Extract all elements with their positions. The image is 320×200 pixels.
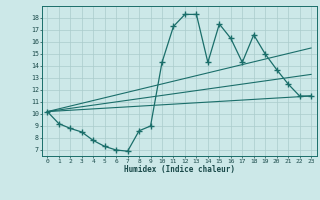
X-axis label: Humidex (Indice chaleur): Humidex (Indice chaleur) — [124, 165, 235, 174]
